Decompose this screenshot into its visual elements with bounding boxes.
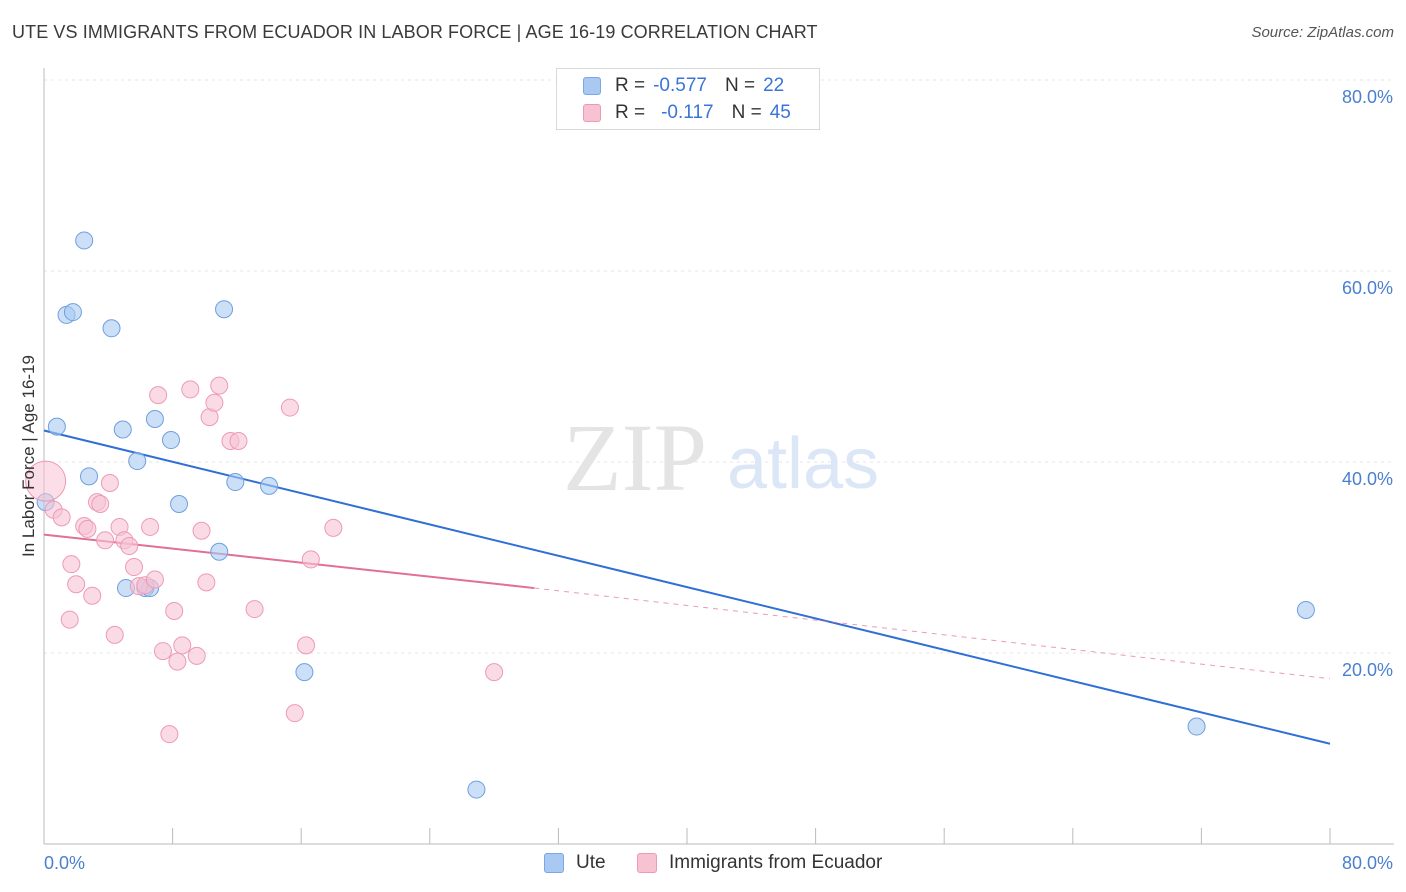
legend-row-ecuador: R = -0.117 N = 45 (583, 101, 791, 125)
data-point (153, 642, 172, 661)
data-point (1296, 601, 1315, 620)
data-point (197, 573, 216, 592)
trend-line-extension (534, 587, 1331, 680)
data-point (210, 376, 229, 395)
data-point (91, 495, 110, 514)
series-swatch-ecuador (637, 853, 657, 873)
data-point (125, 558, 144, 577)
data-point (285, 704, 304, 723)
data-point (83, 586, 102, 605)
data-point (75, 231, 94, 250)
data-point (160, 725, 179, 744)
data-points (25, 231, 1315, 799)
legend-r-label: R = (615, 102, 646, 123)
tick-labels: 20.0% 40.0% 60.0% 80.0% 0.0% 80.0% (44, 87, 1393, 873)
legend-r-value: -0.117 (661, 102, 714, 123)
data-point (100, 474, 119, 493)
y-tick-label: 80.0% (1342, 87, 1393, 107)
legend-row-ute: R = -0.577 N = 22 (583, 74, 784, 98)
data-point (187, 646, 206, 665)
x-tick-label: 0.0% (44, 853, 85, 873)
data-point (205, 393, 224, 412)
series-label-ecuador: Immigrants from Ecuador (669, 852, 883, 873)
legend-n-value: 22 (763, 75, 785, 96)
trend-line (43, 429, 1331, 745)
data-point (295, 663, 314, 682)
y-tick-label: 20.0% (1342, 660, 1393, 680)
legend-n-label: N = (724, 75, 756, 96)
stats-legend: R = -0.577 N = 22 R = -0.117 N = 45 (556, 68, 820, 130)
data-point (78, 519, 97, 538)
data-point (245, 600, 264, 619)
data-point (229, 431, 248, 450)
data-point (226, 473, 245, 492)
data-point (145, 570, 164, 589)
data-point (173, 636, 192, 655)
data-point (128, 452, 147, 471)
data-point (102, 319, 121, 338)
data-point (485, 663, 504, 682)
data-point (149, 386, 168, 405)
legend-swatch-ute (583, 77, 601, 95)
data-point (192, 521, 211, 540)
watermark-atlas: atlas (727, 424, 879, 504)
data-point (324, 518, 343, 537)
y-tick-label: 40.0% (1342, 469, 1393, 489)
data-point (210, 542, 229, 561)
data-point (260, 476, 279, 495)
series-swatch-ute (544, 853, 564, 873)
legend-n-value: 45 (769, 102, 791, 123)
chart-title: UTE VS IMMIGRANTS FROM ECUADOR IN LABOR … (12, 22, 818, 42)
gridlines (44, 79, 1394, 654)
data-point (297, 636, 316, 655)
data-point (63, 303, 82, 322)
data-point (60, 610, 79, 629)
data-point (280, 398, 299, 417)
watermark: ZIP atlas (563, 404, 879, 511)
axes (43, 68, 1394, 845)
data-point (170, 495, 189, 514)
data-point (145, 410, 164, 429)
data-point (25, 460, 67, 502)
data-point (67, 575, 86, 594)
data-point (168, 652, 187, 671)
series-legend-ecuador: Immigrants from Ecuador (637, 852, 882, 874)
series-legend: Ute Immigrants from Ecuador (0, 852, 1406, 876)
y-tick-label: 60.0% (1342, 278, 1393, 298)
data-point (113, 420, 132, 439)
data-point (141, 517, 160, 536)
data-point (1187, 717, 1206, 736)
data-point (52, 508, 71, 527)
data-point (47, 417, 66, 436)
watermark-zip: ZIP (563, 404, 707, 511)
data-point (301, 550, 320, 569)
data-point (80, 467, 99, 486)
data-point (120, 537, 139, 556)
legend-r-value: -0.577 (653, 75, 707, 96)
data-point (181, 380, 200, 399)
data-point (96, 531, 115, 550)
legend-swatch-ecuador (583, 104, 601, 122)
data-point (165, 601, 184, 620)
data-point (161, 431, 180, 450)
data-point (62, 555, 81, 574)
legend-n-label: N = (731, 102, 762, 123)
legend-r-label: R = (615, 75, 646, 96)
data-point (467, 780, 486, 799)
source-credit: Source: ZipAtlas.com (1251, 24, 1394, 41)
y-axis-label: In Labor Force | Age 16-19 (19, 355, 38, 557)
series-legend-ute: Ute (544, 852, 606, 874)
x-tick-label: 80.0% (1342, 853, 1393, 873)
series-label-ute: Ute (576, 852, 606, 873)
data-point (105, 625, 124, 644)
data-point (215, 300, 234, 319)
